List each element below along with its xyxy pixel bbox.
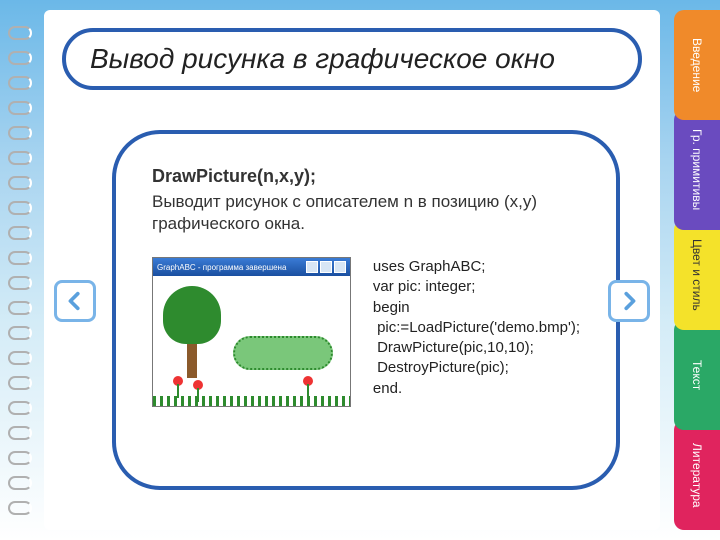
minimize-icon bbox=[306, 261, 318, 273]
slide-root: Вывод рисунка в графическое окно DrawPic… bbox=[0, 0, 720, 540]
tree-icon bbox=[163, 286, 221, 378]
content-frame: DrawPicture(n,x,y); Выводит рисунок с оп… bbox=[112, 130, 620, 490]
window-buttons bbox=[306, 261, 346, 273]
page-title: Вывод рисунка в графическое окно bbox=[90, 43, 555, 75]
side-tab[interactable]: Литература bbox=[674, 420, 720, 530]
maximize-icon bbox=[320, 261, 332, 273]
chevron-right-icon bbox=[618, 290, 640, 312]
grass-icon bbox=[153, 396, 350, 406]
content-row: GraphABC - программа завершена bbox=[152, 257, 580, 407]
code-sample: uses GraphABC; var pic: integer; begin p… bbox=[373, 257, 580, 399]
side-tab[interactable]: Гр. примитивы bbox=[674, 110, 720, 230]
bush-icon bbox=[233, 336, 333, 370]
prev-button[interactable] bbox=[54, 280, 96, 322]
title-frame: Вывод рисунка в графическое окно bbox=[62, 28, 642, 90]
procedure-description: Выводит рисунок с описателем n в позицию… bbox=[152, 191, 580, 235]
demo-window: GraphABC - программа завершена bbox=[152, 257, 351, 407]
chevron-left-icon bbox=[64, 290, 86, 312]
side-tab[interactable]: Текст bbox=[674, 320, 720, 430]
side-tabs: ВведениеГр. примитивыЦвет и стильТекстЛи… bbox=[674, 10, 720, 530]
next-button[interactable] bbox=[608, 280, 650, 322]
side-tab[interactable]: Введение bbox=[674, 10, 720, 120]
demo-window-titlebar: GraphABC - программа завершена bbox=[153, 258, 350, 276]
procedure-signature: DrawPicture(n,x,y); bbox=[152, 166, 580, 187]
demo-window-caption: GraphABC - программа завершена bbox=[157, 263, 286, 272]
close-icon bbox=[334, 261, 346, 273]
demo-canvas bbox=[153, 276, 350, 406]
spiral-binding bbox=[8, 20, 38, 520]
side-tab[interactable]: Цвет и стиль bbox=[674, 220, 720, 330]
page-area: Вывод рисунка в графическое окно DrawPic… bbox=[44, 10, 660, 530]
